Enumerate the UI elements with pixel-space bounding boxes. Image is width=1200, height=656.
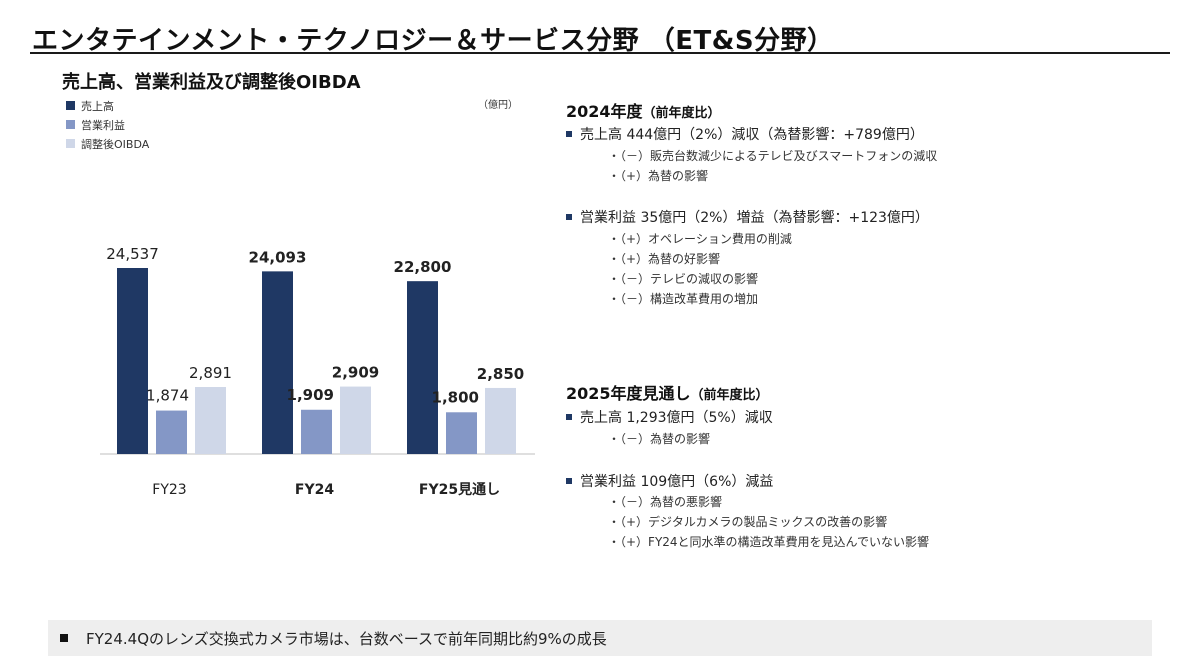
data-label: 24,537	[106, 245, 159, 263]
bar	[156, 410, 187, 454]
fy2024-heading-sub: （前年度比）	[642, 106, 721, 121]
bar	[301, 409, 332, 454]
bar	[485, 387, 516, 454]
chart-title: 売上高、営業利益及び調整後OIBDA	[62, 72, 361, 93]
list-item: ・（+）デジタルカメラの製品ミックスの改善の影響	[608, 515, 888, 529]
data-label: 1,874	[146, 387, 189, 405]
fy2025-sales-items: ・（－）為替の影響	[566, 429, 710, 449]
legend-item: 売上高	[66, 96, 149, 115]
x-tick-label: FY24	[295, 482, 334, 498]
bullet-square-icon	[566, 478, 572, 484]
legend-item: 調整後OIBDA	[66, 134, 149, 153]
chart-legend: 売上高 営業利益 調整後OIBDA	[66, 96, 149, 153]
bar	[262, 271, 293, 454]
fy2025-op-text: 営業利益 109億円（6%）減益	[580, 474, 774, 490]
legend-label: 調整後OIBDA	[81, 137, 150, 151]
bar	[407, 281, 438, 454]
list-item: ・（+）オペレーション費用の削減	[608, 232, 792, 246]
fy2025-op-bullet: 営業利益 109億円（6%）減益	[566, 471, 773, 491]
x-tick-label: FY23	[152, 482, 186, 498]
fy2025-heading-sub: （前年度比）	[690, 388, 769, 403]
bullet-square-icon	[60, 634, 68, 642]
data-label: 2,909	[332, 364, 379, 382]
legend-label: 売上高	[81, 99, 114, 113]
bullet-square-icon	[566, 414, 572, 420]
fy2024-heading: 2024年度（前年度比）	[566, 98, 721, 122]
bar	[117, 268, 148, 454]
legend-item: 営業利益	[66, 115, 149, 134]
bar	[340, 386, 371, 454]
list-item: ・（+）為替の影響	[608, 169, 709, 183]
fy2025-heading-main: 2025年度見通し	[566, 384, 691, 403]
data-label: 1,800	[432, 388, 479, 406]
fy2024-sales-text: 売上高 444億円（2%）減収（為替影響：+789億円）	[580, 127, 924, 143]
fy2024-sales-bullet: 売上高 444億円（2%）減収（為替影響：+789億円）	[566, 124, 924, 144]
fy2024-sales-items: ・（－）販売台数減少によるテレビ及びスマートフォンの減収 ・（+）為替の影響	[566, 146, 937, 186]
fy2025-sales-bullet: 売上高 1,293億円（5%）減収	[566, 407, 773, 427]
chart-unit: （億円）	[478, 100, 518, 111]
footer-text: FY24.4Qのレンズ交換式カメラ市場は、台数ベースで前年同期比約9%の成長	[86, 629, 607, 648]
footer-note: FY24.4Qのレンズ交換式カメラ市場は、台数ベースで前年同期比約9%の成長	[48, 620, 1152, 656]
x-tick-label: FY25見通し	[419, 482, 500, 498]
fy2025-heading: 2025年度見通し（前年度比）	[566, 380, 769, 404]
fy2025-sales-text: 売上高 1,293億円（5%）減収	[580, 410, 773, 426]
data-label: 22,800	[394, 258, 452, 276]
list-item: ・（－）為替の影響	[608, 432, 711, 446]
title-divider	[30, 52, 1170, 54]
data-label: 24,093	[249, 248, 307, 266]
data-label: 2,891	[189, 364, 232, 382]
data-label: 2,850	[477, 365, 524, 383]
fy2024-op-bullet: 営業利益 35億円（2%）増益（為替影響：+123億円）	[566, 207, 929, 227]
legend-swatch	[66, 139, 75, 148]
fy2024-op-text: 営業利益 35億円（2%）増益（為替影響：+123億円）	[580, 210, 929, 226]
bar	[195, 387, 226, 454]
list-item: ・（－）販売台数減少によるテレビ及びスマートフォンの減収	[608, 149, 938, 163]
bar	[446, 412, 477, 454]
list-item: ・（－）構造改革費用の増加	[608, 292, 759, 306]
bullet-square-icon	[566, 131, 572, 137]
data-label: 1,909	[287, 386, 334, 404]
legend-label: 営業利益	[81, 118, 125, 132]
page-title: エンタテインメント・テクノロジー＆サービス分野 （ET&S分野）	[32, 26, 834, 56]
list-item: ・（－）為替の悪影響	[608, 495, 723, 509]
legend-swatch	[66, 101, 75, 110]
bullet-square-icon	[566, 214, 572, 220]
legend-swatch	[66, 120, 75, 129]
fy2024-heading-main: 2024年度	[566, 102, 643, 121]
list-item: ・（+）FY24と同水準の構造改革費用を見込んでいない影響	[608, 535, 929, 549]
fy2025-op-items: ・（－）為替の悪影響 ・（+）デジタルカメラの製品ミックスの改善の影響 ・（+）…	[566, 492, 929, 552]
list-item: ・（－）テレビの減収の影響	[608, 272, 759, 286]
fy2024-op-items: ・（+）オペレーション費用の削減 ・（+）為替の好影響 ・（－）テレビの減収の影…	[566, 229, 792, 309]
list-item: ・（+）為替の好影響	[608, 252, 721, 266]
